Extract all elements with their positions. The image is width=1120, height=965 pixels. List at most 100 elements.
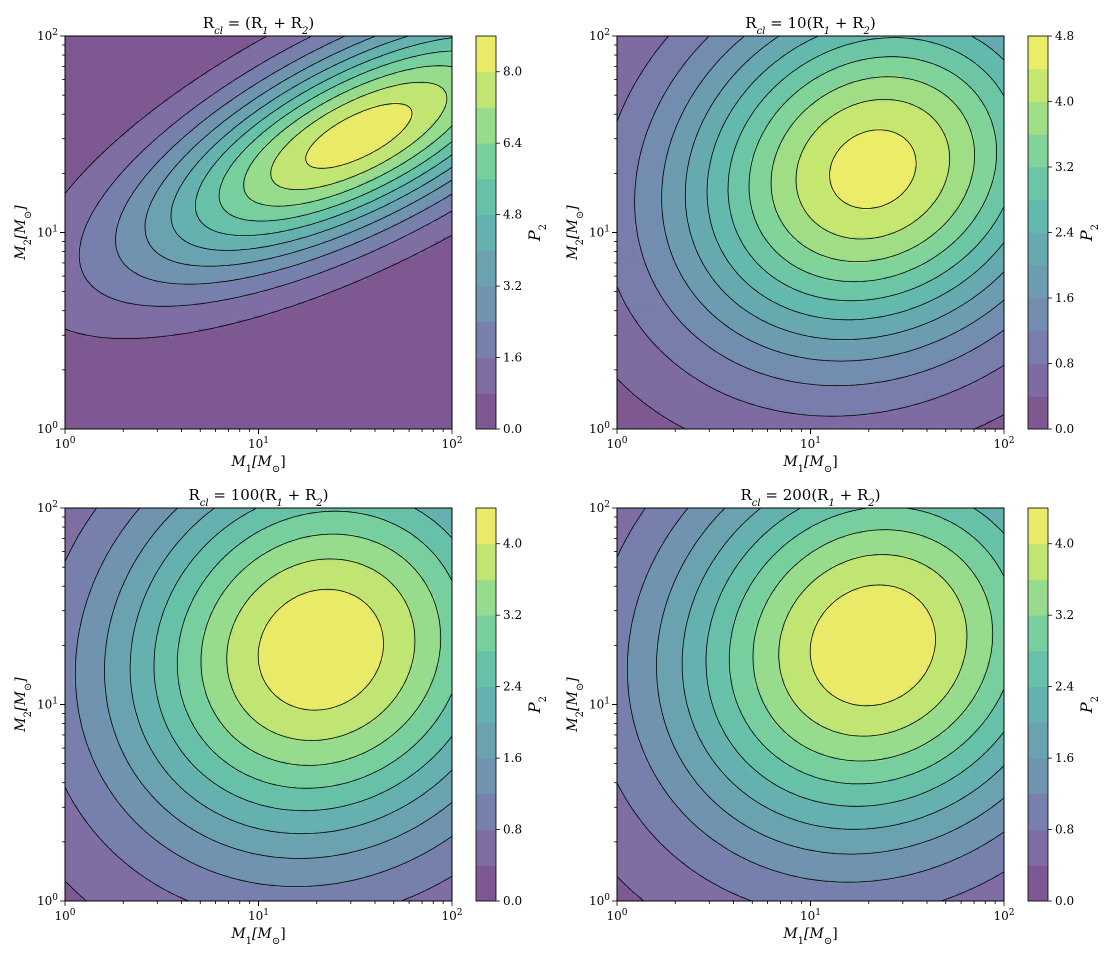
contour-cell <box>202 79 208 85</box>
contour-cell <box>163 319 169 325</box>
contour-cell <box>120 180 126 186</box>
contour-cell <box>95 57 100 63</box>
contour-cell <box>146 140 152 146</box>
contour-cell <box>125 110 131 116</box>
contour-cell <box>198 70 204 76</box>
contour-cell <box>202 118 208 124</box>
contour-cell <box>142 341 148 347</box>
contour-cell <box>163 92 169 98</box>
contour-cell <box>155 136 161 142</box>
contour-cell <box>73 53 79 59</box>
contour-cell <box>82 180 88 186</box>
contour-cell <box>267 402 272 408</box>
contour-cell <box>155 241 161 247</box>
contour-cell <box>245 201 251 207</box>
contour-cell <box>245 359 251 365</box>
contour-cell <box>254 40 260 46</box>
contour-cell <box>172 197 178 203</box>
contour-cell <box>181 394 186 400</box>
contour-cell <box>181 324 186 330</box>
contour-cell <box>194 201 199 207</box>
contour-cell <box>284 75 290 81</box>
contour-cell <box>194 363 199 369</box>
contour-cell <box>232 341 238 347</box>
contour-cell <box>288 66 294 72</box>
contour-cell <box>168 271 174 277</box>
contour-cell <box>116 258 122 264</box>
contour-cell <box>65 359 70 365</box>
contour-cell <box>211 332 217 338</box>
contour-cell <box>103 110 109 116</box>
contour-cell <box>77 92 83 98</box>
contour-cell <box>206 88 212 94</box>
contour-cell <box>219 363 225 369</box>
contour-cell <box>82 66 88 72</box>
contour-cell <box>90 97 96 103</box>
contour-cell <box>206 140 212 146</box>
contour-cell <box>176 84 182 89</box>
contour-cell <box>163 328 169 334</box>
contour-cell <box>146 359 152 365</box>
contour-cell <box>112 140 118 146</box>
contour-cell <box>82 241 88 247</box>
contour-cell <box>224 136 229 142</box>
contour-cell <box>284 180 290 186</box>
contour-cell <box>129 70 135 76</box>
contour-cell <box>125 140 131 146</box>
contour-cell <box>176 354 182 360</box>
contour-cell <box>86 376 92 382</box>
contour-cell <box>271 359 277 365</box>
contour-cell <box>155 193 161 199</box>
contour-cell <box>151 306 156 312</box>
contour-cell <box>133 62 139 68</box>
contour-cell <box>120 394 126 400</box>
contour-cell <box>95 276 100 282</box>
contour-cell <box>228 354 234 360</box>
contour-cell <box>99 184 105 190</box>
contour-cell <box>99 311 105 317</box>
contour-cell <box>284 171 290 177</box>
contour-cell <box>103 389 109 395</box>
contour-cell <box>133 311 139 317</box>
contour-cell <box>211 385 217 391</box>
contour-cell <box>258 402 264 408</box>
contour-cell <box>146 315 152 321</box>
contour-cell <box>116 236 122 242</box>
contour-cell <box>172 92 178 98</box>
contour-cell <box>163 389 169 395</box>
contour-cell <box>206 372 212 378</box>
contour-cell <box>129 201 135 207</box>
contour-cell <box>146 66 152 72</box>
contour-cell <box>172 341 178 347</box>
contour-cell <box>241 346 247 351</box>
contour-cell <box>301 62 307 68</box>
contour-cell <box>181 188 186 194</box>
contour-cell <box>138 127 143 133</box>
contour-cell <box>194 66 199 72</box>
contour-cell <box>284 332 290 338</box>
contour-cell <box>249 306 255 312</box>
contour-cell <box>249 402 255 408</box>
contour-cell <box>73 84 79 89</box>
contour-cell <box>125 79 131 85</box>
contour-cell <box>168 346 174 351</box>
contour-cell <box>267 79 272 85</box>
contour-cell <box>159 105 165 111</box>
contour-cell <box>172 62 178 68</box>
contour-cell <box>198 319 204 325</box>
contour-cell <box>211 372 217 378</box>
contour-cell <box>99 341 105 347</box>
contour-cell <box>82 201 88 207</box>
contour-cell <box>99 180 105 186</box>
contour-cell <box>258 415 264 421</box>
contour-cell <box>267 341 272 347</box>
contour-cell <box>108 394 113 400</box>
contour-cell <box>142 407 148 413</box>
contour-cell <box>112 171 118 177</box>
contour-cell <box>82 424 88 429</box>
contour-cell <box>215 158 221 164</box>
contour-cell <box>99 376 105 382</box>
contour-cell <box>241 79 247 85</box>
contour-cell <box>249 206 255 212</box>
contour-cell <box>82 284 88 290</box>
